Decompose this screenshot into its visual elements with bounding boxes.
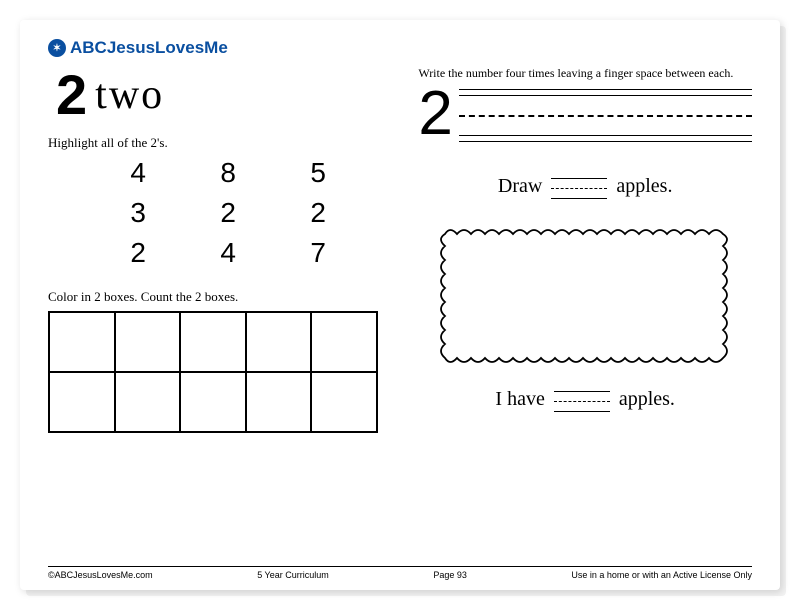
write-instruction: Write the number four times leaving a fi… xyxy=(418,66,752,81)
color-box[interactable] xyxy=(311,312,377,372)
color-box[interactable] xyxy=(180,312,246,372)
title-word: two xyxy=(95,72,164,118)
color-box[interactable] xyxy=(180,372,246,432)
brand-logo-icon: ✶ xyxy=(48,39,66,57)
footer-copyright: ©ABCJesusLovesMe.com xyxy=(48,570,153,580)
color-box[interactable] xyxy=(49,372,115,432)
color-box[interactable] xyxy=(246,312,312,372)
color-box-grid[interactable] xyxy=(48,311,378,433)
brand-row: ✶ ABCJesusLovesMe xyxy=(48,38,752,58)
footer-license: Use in a home or with an Active License … xyxy=(571,570,752,580)
grid-cell[interactable]: 4 xyxy=(198,237,258,275)
color-box[interactable] xyxy=(115,372,181,432)
drawing-box[interactable] xyxy=(435,220,735,370)
grid-cell[interactable]: 3 xyxy=(108,197,168,235)
color-box[interactable] xyxy=(115,312,181,372)
model-number: 2 xyxy=(418,86,452,142)
footer-center: 5 Year Curriculum xyxy=(257,570,329,580)
footer-page: Page 93 xyxy=(433,570,467,580)
write-area[interactable]: 2 xyxy=(418,85,752,143)
writing-lines[interactable] xyxy=(459,85,752,143)
title-digit: 2 xyxy=(56,63,89,126)
colorbox-instruction: Color in 2 boxes. Count the 2 boxes. xyxy=(48,289,398,305)
grid-cell[interactable]: 2 xyxy=(198,197,258,235)
color-box[interactable] xyxy=(49,312,115,372)
have-sentence: I have apples. xyxy=(418,388,752,411)
left-column: 2two Highlight all of the 2's. 4 8 5 3 2… xyxy=(48,60,398,433)
draw-pre: Draw xyxy=(498,175,542,197)
grid-cell[interactable]: 2 xyxy=(108,237,168,275)
brand-name: ABCJesusLovesMe xyxy=(70,38,228,58)
draw-sentence: Draw apples. xyxy=(418,175,752,198)
draw-post: apples. xyxy=(616,175,672,197)
page-title: 2two xyxy=(56,62,398,127)
grid-cell[interactable]: 2 xyxy=(288,197,348,235)
footer: ©ABCJesusLovesMe.com 5 Year Curriculum P… xyxy=(48,566,752,580)
number-grid[interactable]: 4 8 5 3 2 2 2 4 7 xyxy=(58,157,398,275)
color-box[interactable] xyxy=(311,372,377,432)
grid-cell[interactable]: 5 xyxy=(288,157,348,195)
have-post: apples. xyxy=(619,388,675,410)
highlight-instruction: Highlight all of the 2's. xyxy=(48,135,398,151)
write-section: Write the number four times leaving a fi… xyxy=(418,66,752,143)
scallop-frame-icon xyxy=(435,220,735,370)
grid-cell[interactable]: 4 xyxy=(108,157,168,195)
grid-cell[interactable]: 8 xyxy=(198,157,258,195)
have-pre: I have xyxy=(495,388,544,410)
columns: 2two Highlight all of the 2's. 4 8 5 3 2… xyxy=(48,60,752,433)
right-column: Write the number four times leaving a fi… xyxy=(418,60,752,433)
worksheet-page: ✶ ABCJesusLovesMe 2two Highlight all of … xyxy=(20,20,780,590)
grid-cell[interactable]: 7 xyxy=(288,237,348,275)
color-box[interactable] xyxy=(246,372,312,432)
